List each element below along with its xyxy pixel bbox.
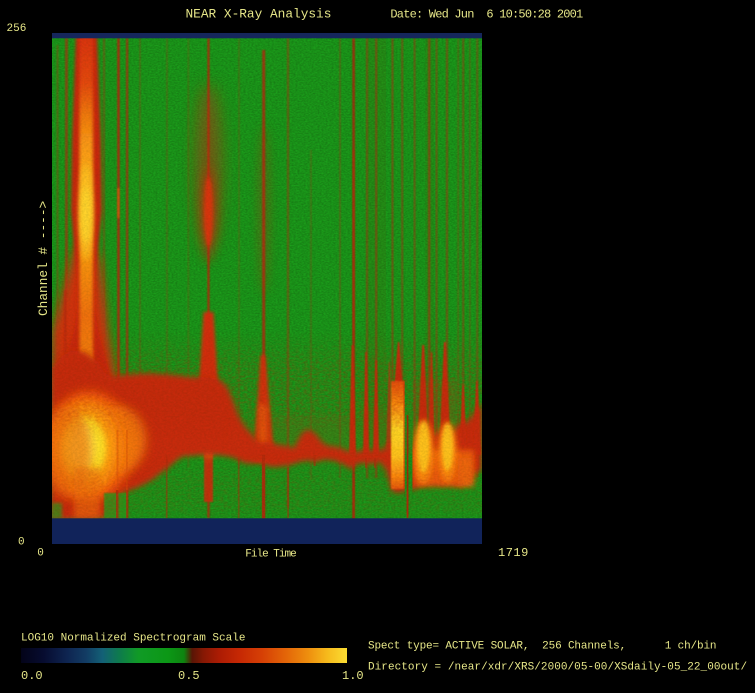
svg-text:Channel # ---->: Channel # ---->	[36, 201, 51, 316]
svg-text:256: 256	[7, 23, 27, 35]
svg-text:1719: 1719	[498, 546, 529, 560]
svg-text:NEAR X-Ray Analysis: NEAR X-Ray Analysis	[186, 7, 332, 22]
svg-text:0.0: 0.0	[21, 669, 43, 683]
svg-text:0: 0	[37, 548, 44, 560]
svg-text:File Time: File Time	[245, 549, 296, 561]
svg-text:0.5: 0.5	[178, 669, 200, 683]
svg-text:LOG10 Normalized Spectrogram S: LOG10 Normalized Spectrogram Scale	[21, 633, 245, 645]
svg-text:Spect type= ACTIVE SOLAR, 256: Spect type= ACTIVE SOLAR, 256 Channels, …	[368, 641, 716, 653]
svg-text:Date: Wed Jun 6 10:50:28 2001: Date: Wed Jun 6 10:50:28 2001	[390, 8, 583, 22]
svg-text:Directory = /near/xdr/XRS/2000: Directory = /near/xdr/XRS/2000/05-00/XSd…	[368, 662, 747, 674]
svg-text:1.0: 1.0	[342, 669, 364, 683]
svg-text:0: 0	[18, 537, 25, 549]
